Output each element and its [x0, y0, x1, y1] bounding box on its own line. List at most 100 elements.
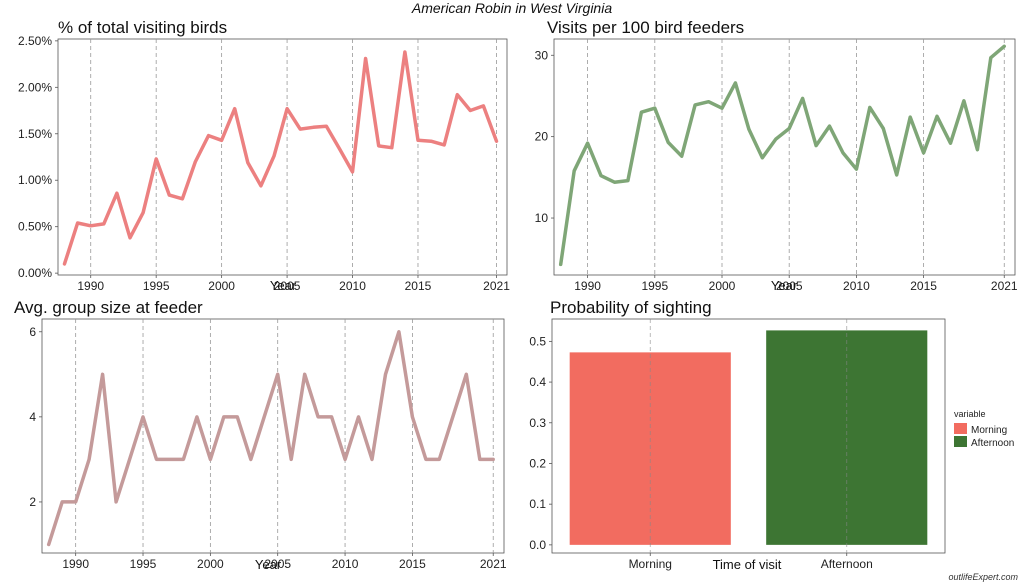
data-point	[456, 94, 458, 96]
data-point	[63, 263, 66, 265]
data-point	[290, 458, 292, 460]
data-point	[196, 416, 198, 418]
data-point	[317, 416, 319, 418]
data-point	[855, 168, 858, 170]
data-point	[949, 142, 952, 144]
x-tick-label: 2021	[480, 557, 507, 571]
data-point	[869, 106, 871, 108]
x-tick-label: 2010	[332, 557, 359, 571]
x-tick-label: Morning	[629, 557, 672, 571]
data-point	[207, 135, 210, 137]
data-point	[443, 144, 445, 146]
chart-probability-of-sighting: Probability of sighting 0.00.10.20.30.40…	[529, 298, 1014, 572]
y-tick-label: 1.50%	[18, 127, 52, 141]
data-point	[247, 161, 249, 164]
x-tick-label: 1995	[130, 557, 157, 571]
plot-area: 1990 1995 2000 2005 2010 2015 2021 0.00% 0.50% 1.…	[18, 34, 510, 293]
y-tick-label: 1.00%	[18, 173, 52, 187]
data-point	[260, 185, 262, 187]
x-tick-label: 2005	[264, 557, 291, 571]
data-point	[277, 373, 279, 375]
data-point	[236, 416, 238, 418]
data-point	[411, 416, 414, 418]
series-line	[46, 330, 495, 547]
legend-label-morning: Morning	[971, 425, 1007, 436]
data-point	[707, 101, 710, 103]
x-tick-label: 2015	[405, 279, 432, 293]
data-point	[452, 416, 454, 418]
data-point	[181, 198, 183, 200]
data-point	[338, 148, 341, 150]
data-point	[936, 115, 938, 117]
data-point	[788, 127, 790, 130]
data-point	[721, 107, 723, 109]
plot-border	[553, 38, 1016, 276]
data-point	[209, 458, 211, 460]
data-point	[115, 501, 117, 503]
x-axis-label: Year	[771, 278, 798, 293]
data-point	[425, 458, 427, 460]
data-point	[398, 331, 400, 333]
data-point	[587, 142, 589, 144]
data-point	[990, 57, 992, 59]
data-point	[169, 458, 171, 460]
y-tick-label: 6	[29, 325, 36, 339]
x-tick-label: 1990	[77, 279, 104, 293]
data-point	[963, 100, 965, 102]
data-point	[640, 111, 642, 113]
data-point	[384, 373, 387, 375]
data-point	[627, 180, 629, 182]
data-point	[221, 139, 223, 141]
data-point	[654, 107, 656, 109]
data-point	[75, 501, 77, 503]
y-tick-label: 0.3	[529, 416, 546, 430]
y-tick-label: 0.00%	[18, 266, 52, 280]
data-point	[102, 373, 104, 375]
data-point	[761, 157, 763, 159]
legend-swatch-afternoon	[954, 436, 967, 447]
data-point	[828, 125, 831, 127]
x-tick-label: 2015	[399, 557, 426, 571]
x-tick-label: 2010	[843, 279, 870, 293]
data-point	[909, 116, 911, 118]
data-point	[312, 126, 314, 128]
data-point	[976, 149, 978, 151]
x-axis-label: Year	[255, 557, 282, 572]
x-tick-label: 2015	[910, 279, 937, 293]
data-point	[438, 458, 440, 460]
y-tick-label: 2.50%	[18, 34, 52, 48]
legend-title: variable	[954, 409, 986, 419]
data-point	[748, 128, 750, 130]
y-tick-label: 2	[29, 495, 36, 509]
data-point	[48, 543, 50, 546]
data-point	[378, 145, 380, 147]
x-tick-label: 2005	[776, 279, 803, 293]
data-point	[90, 225, 92, 227]
chart-title: Visits per 100 bird feeders	[547, 18, 744, 37]
data-point	[613, 181, 616, 183]
data-point	[815, 145, 817, 147]
data-point	[182, 458, 185, 460]
data-point	[667, 141, 669, 143]
legend-label-afternoon: Afternoon	[971, 438, 1014, 449]
chart-title: % of total visiting birds	[58, 18, 227, 37]
y-tick-label: 0.50%	[18, 220, 52, 234]
data-point	[351, 171, 354, 173]
x-tick-label: 2000	[208, 279, 235, 293]
data-point	[492, 458, 494, 460]
data-point	[325, 125, 327, 127]
y-tick-label: 30	[535, 48, 549, 62]
x-tick-label: 1990	[62, 557, 89, 571]
data-point	[896, 174, 898, 176]
data-point	[168, 194, 170, 196]
data-point	[103, 223, 105, 225]
data-point	[404, 51, 406, 53]
x-tick-label: 2021	[483, 279, 510, 293]
plot-border	[57, 38, 508, 276]
data-point	[842, 152, 844, 154]
x-tick-label: 1995	[143, 279, 170, 293]
data-point	[155, 158, 157, 160]
data-point	[694, 104, 696, 106]
legend-swatch-morning	[954, 423, 967, 434]
data-point	[681, 155, 683, 157]
